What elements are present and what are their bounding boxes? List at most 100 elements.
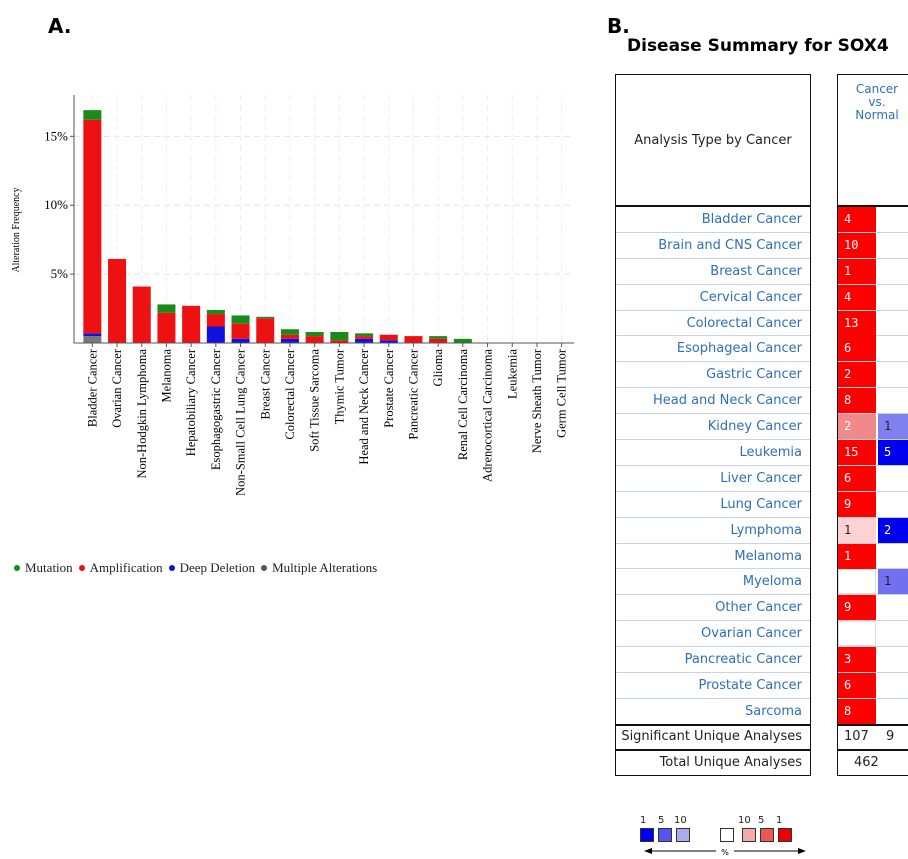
overexpression-cell[interactable]: 6 [838,673,876,699]
category-label: Non-Small Cell Lung Cancer [234,348,248,496]
overexpression-cell[interactable]: 2 [838,414,876,440]
bar-segment [404,336,423,343]
bar-segment [83,119,102,334]
overexpression-cell[interactable]: 6 [838,336,876,362]
bar-segment [206,326,225,343]
cancer-type-row[interactable]: Other Cancer [616,595,810,622]
overexpression-cell[interactable] [838,569,876,595]
bar-segment [330,340,349,343]
significant-unique-label: Significant Unique Analyses [615,724,811,750]
cancer-type-row[interactable]: Myeloma [616,569,810,596]
overexpression-cell[interactable]: 1 [838,258,876,284]
bar-segment [355,338,374,343]
category-label: Melanoma [159,349,173,403]
category-label: Colorectal Cancer [283,348,297,439]
scale-arrow: % [644,846,806,857]
cancer-type-row[interactable]: Brain and CNS Cancer [616,233,810,259]
bar-segment [157,304,176,313]
y-tick-label: 15% [44,128,68,143]
total-unique-label: Total Unique Analyses [615,750,811,776]
y-tick-label: 10% [44,197,68,212]
chart-ticks: 5% 10% 15% [44,128,563,347]
overexpression-cell[interactable]: 1 [838,517,876,543]
bar-segment [256,316,275,319]
cancer-type-row[interactable]: Cervical Cancer [616,285,810,311]
overexpression-cell[interactable]: 4 [838,284,876,310]
bar-segment [429,336,448,339]
scale-swatch [676,828,690,842]
analysis-row: 1 [838,258,908,285]
legend-dot-icon [168,565,175,571]
cancer-type-row[interactable]: Gastric Cancer [616,362,810,389]
cancer-type-row[interactable]: Colorectal Cancer [616,311,810,337]
analysis-row: 9 [838,491,908,518]
cancer-type-row[interactable]: Lung Cancer [616,492,810,518]
underexpression-cell[interactable]: 1 [878,414,908,440]
overexpression-cell[interactable] [838,621,876,647]
scale-swatch [658,828,672,842]
category-label: Adrenocortical Carcinoma [481,349,495,482]
scale-swatch [742,828,756,842]
analysis-row: 8 [838,698,908,725]
bar-segment [355,333,374,337]
overexpression-cell[interactable]: 9 [838,595,876,621]
bar-segment [83,336,102,343]
overexpression-cell[interactable]: 4 [838,207,876,232]
overexpression-cell[interactable]: 8 [838,388,876,414]
analysis-row: 10 [838,232,908,259]
overexpression-cell[interactable]: 1 [838,543,876,569]
chart-category-labels: Bladder Cancer Ovarian Cancer Non-Hodgkin … [85,348,568,496]
cancer-type-row[interactable]: Melanoma [616,544,810,570]
overexpression-cell[interactable]: 8 [838,698,876,724]
legend-label: Multiple Alterations [272,560,378,575]
overexpression-cell[interactable]: 2 [838,362,876,388]
bar-segment [330,331,349,341]
cancer-type-row[interactable]: Breast Cancer [616,259,810,285]
legend-item: Amplification [78,560,163,576]
scale-swatch [720,828,734,842]
cancer-type-row[interactable]: Kidney Cancer [616,414,810,441]
analysis-row: 9 [838,595,908,622]
overexpression-cell[interactable]: 6 [838,465,876,491]
bar-segment [305,331,324,337]
category-label: Hepatobiliary Cancer [184,348,198,456]
analysis-row: 2 [838,362,908,389]
category-label: Non-Hodgkin Lymphoma [135,349,149,479]
underexpression-cell[interactable]: 1 [878,569,908,595]
cancer-type-row[interactable]: Ovarian Cancer [616,621,810,648]
cancer-type-row[interactable]: Prostate Cancer [616,673,810,699]
overexpression-cell[interactable]: 13 [838,310,876,336]
cancer-type-row[interactable]: Lymphoma [616,518,810,544]
legend-item: Deep Deletion [168,560,255,576]
overexpression-cell[interactable]: 9 [838,491,876,517]
panel-a-label: A. [48,14,72,38]
analysis-row: 6 [838,673,908,699]
analysis-row: 6 [838,336,908,363]
cancer-vs-normal-header[interactable]: Cancer vs. Normal [837,74,908,206]
overexpression-cell[interactable]: 15 [838,440,876,466]
category-label: Leukemia [505,349,519,399]
underexpression-cell[interactable]: 2 [878,517,908,543]
scale-swatch [778,828,792,842]
underexpression-cell[interactable]: 5 [878,440,908,466]
overexpression-cell[interactable]: 3 [838,647,876,673]
cancer-type-row[interactable]: Esophageal Cancer [616,336,810,363]
overexpression-cell[interactable]: 10 [838,232,876,258]
cancer-type-row[interactable]: Liver Cancer [616,466,810,492]
header-line-1: Cancer [855,82,899,96]
category-label: Germ Cell Tumor [555,348,569,438]
analysis-row: 13 [838,310,908,337]
cancer-type-row[interactable]: Pancreatic Cancer [616,647,810,674]
cancer-type-row[interactable]: Leukemia [616,440,810,466]
cancer-type-row[interactable]: Sarcoma [744,703,802,719]
bar-segment [256,318,275,343]
cancer-type-row[interactable]: Head and Neck Cancer [616,388,810,415]
analysis-type-header: Analysis Type by Cancer [615,74,811,206]
bar-segment [231,315,250,324]
analysis-row: 1 [838,543,908,570]
scale-blue-1: 1 [640,815,647,826]
category-label: Soft Tissue Sarcoma [308,349,322,452]
cancer-type-row[interactable]: Bladder Cancer [616,207,810,233]
bar-segment [83,333,102,337]
